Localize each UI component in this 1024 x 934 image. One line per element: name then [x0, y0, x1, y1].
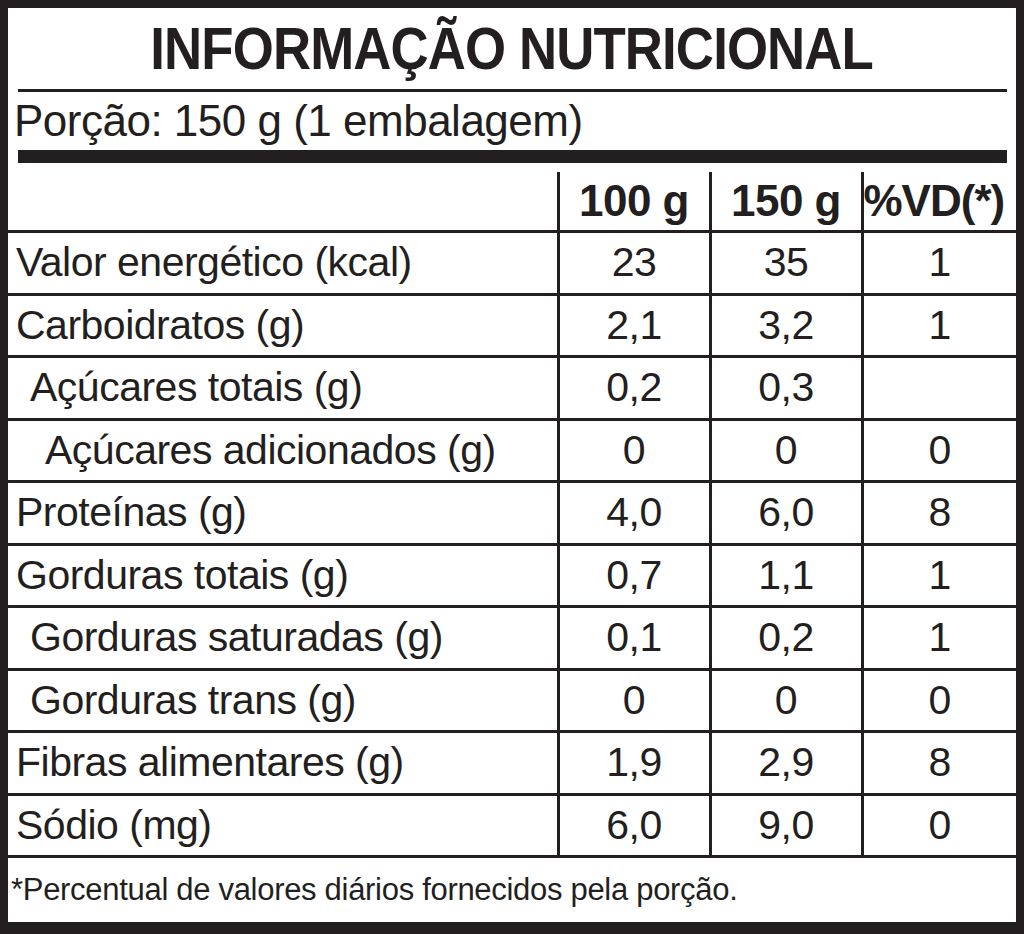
nutrient-label: Sódio (mg): [8, 794, 558, 857]
value-percent-vd: 8: [862, 732, 1016, 795]
table-row-gorduras-trans: Gorduras trans (g) 0 0 0: [8, 669, 1016, 732]
value-per-100g: 0,1: [558, 607, 710, 670]
value-per-150g: 3,2: [710, 294, 862, 357]
value-percent-vd: 1: [862, 607, 1016, 670]
nutrient-label: Carboidratos (g): [8, 294, 558, 357]
nutrition-table: 100 g 150 g %VD(*) Valor energético (kca…: [8, 172, 1016, 858]
value-per-100g: 6,0: [558, 794, 710, 857]
nutrient-label: Açúcares adicionados (g): [8, 419, 558, 482]
value-per-100g: 0,2: [558, 357, 710, 420]
column-header-nutrient: [8, 172, 558, 232]
value-per-150g: 6,0: [710, 482, 862, 545]
value-percent-vd: 0: [862, 419, 1016, 482]
column-header-100g: 100 g: [558, 172, 710, 232]
value-per-150g: 0: [710, 669, 862, 732]
table-row-acucares-adicionados: Açúcares adicionados (g) 0 0 0: [8, 419, 1016, 482]
nutrient-label: Gorduras totais (g): [8, 544, 558, 607]
value-per-150g: 35: [710, 232, 862, 295]
value-per-150g: 9,0: [710, 794, 862, 857]
value-per-100g: 2,1: [558, 294, 710, 357]
value-per-150g: 1,1: [710, 544, 862, 607]
footnote-row: *Percentual de valores diários fornecido…: [8, 858, 1016, 921]
thick-divider: [18, 150, 1007, 163]
nutrition-label: INFORMAÇÃO NUTRICIONAL Porção: 150 g (1 …: [0, 0, 1024, 934]
nutrient-label: Fibras alimentares (g): [8, 732, 558, 795]
value-per-150g: 0,2: [710, 607, 862, 670]
table-row-fibras: Fibras alimentares (g) 1,9 2,9 8: [8, 732, 1016, 795]
table-gap: [8, 163, 1016, 172]
value-per-150g: 0,3: [710, 357, 862, 420]
value-per-100g: 0: [558, 669, 710, 732]
table-row-sodio: Sódio (mg) 6,0 9,0 0: [8, 794, 1016, 857]
value-percent-vd: [862, 357, 1016, 420]
portion-row: Porção: 150 g (1 embalagem): [8, 92, 1016, 150]
value-percent-vd: 1: [862, 544, 1016, 607]
value-percent-vd: 0: [862, 794, 1016, 857]
table-row-acucares-totais: Açúcares totais (g) 0,2 0,3: [8, 357, 1016, 420]
column-header-vd: %VD(*): [862, 172, 1016, 232]
column-header-150g: 150 g: [710, 172, 862, 232]
value-per-100g: 1,9: [558, 732, 710, 795]
value-per-100g: 0: [558, 419, 710, 482]
value-per-150g: 2,9: [710, 732, 862, 795]
value-per-150g: 0: [710, 419, 862, 482]
page-title: INFORMAÇÃO NUTRICIONAL: [151, 14, 874, 83]
table-row-gorduras-saturadas: Gorduras saturadas (g) 0,1 0,2 1: [8, 607, 1016, 670]
value-per-100g: 0,7: [558, 544, 710, 607]
nutrient-label: Gorduras saturadas (g): [8, 607, 558, 670]
table-row-proteinas: Proteínas (g) 4,0 6,0 8: [8, 482, 1016, 545]
value-percent-vd: 1: [862, 294, 1016, 357]
portion-text: Porção: 150 g (1 embalagem): [14, 96, 583, 146]
nutrient-label: Proteínas (g): [8, 482, 558, 545]
nutrient-label: Valor energético (kcal): [8, 232, 558, 295]
value-per-100g: 23: [558, 232, 710, 295]
value-per-100g: 4,0: [558, 482, 710, 545]
table-row-gorduras-totais: Gorduras totais (g) 0,7 1,1 1: [8, 544, 1016, 607]
nutrient-label: Açúcares totais (g): [8, 357, 558, 420]
footnote-text: *Percentual de valores diários fornecido…: [11, 872, 738, 908]
value-percent-vd: 1: [862, 232, 1016, 295]
value-percent-vd: 0: [862, 669, 1016, 732]
value-percent-vd: 8: [862, 482, 1016, 545]
table-header-row: 100 g 150 g %VD(*): [8, 172, 1016, 232]
nutrient-label: Gorduras trans (g): [8, 669, 558, 732]
table-row-carboidratos: Carboidratos (g) 2,1 3,2 1: [8, 294, 1016, 357]
label-header: INFORMAÇÃO NUTRICIONAL: [8, 8, 1016, 89]
table-row-valor-energetico: Valor energético (kcal) 23 35 1: [8, 232, 1016, 295]
